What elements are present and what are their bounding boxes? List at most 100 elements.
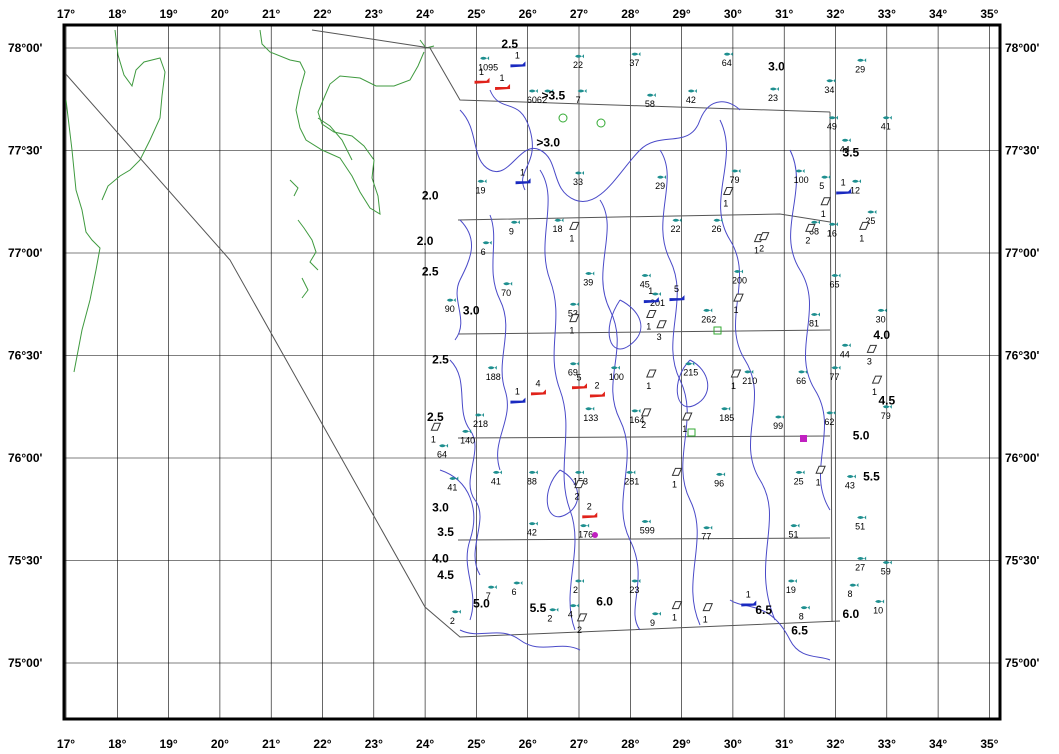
latitude-tick-label: 75°00' — [1005, 656, 1039, 670]
fish-icon — [723, 52, 733, 57]
fish-station: 69 — [568, 361, 579, 378]
station-count-label: 59 — [881, 567, 891, 577]
trawler-marker: 2 — [640, 408, 652, 430]
station-count-label: 210 — [742, 376, 757, 386]
fish-station: 210 — [742, 369, 757, 386]
vessel-count-label: 2 — [587, 501, 592, 511]
latitude-tick-label: 75°00' — [8, 656, 42, 670]
vessel-marker: 1 — [510, 387, 526, 404]
fish-station: 49 — [827, 115, 838, 132]
fish-station: 599 — [640, 519, 655, 536]
longitude-tick-label: 30° — [724, 737, 742, 751]
fish-station: 215 — [683, 361, 698, 378]
trawler-count-label: 1 — [703, 615, 708, 625]
isoline-value-label: 4.5 — [878, 394, 895, 408]
fish-icon — [810, 220, 820, 225]
station-count-label: 9 — [650, 618, 655, 628]
station-count-label: 606 — [527, 95, 542, 105]
fish-station: 6 — [511, 581, 523, 597]
fish-station: 77 — [830, 365, 841, 382]
fish-station: 29 — [855, 58, 867, 74]
station-count-label: 42 — [527, 528, 537, 538]
latitude-tick-label: 76°30' — [1005, 349, 1039, 363]
trawler-icon — [671, 467, 683, 476]
fish-station: 66 — [796, 369, 808, 386]
fish-station: 23 — [629, 579, 641, 595]
trawler-marker: 1 — [671, 467, 683, 489]
fish-icon — [449, 476, 459, 481]
fish-station: 26 — [712, 218, 723, 234]
vessel-count-label: 5 — [674, 284, 679, 294]
trawler-count-label: 1 — [872, 387, 877, 397]
longitude-tick-label: 19° — [160, 7, 178, 21]
fish-icon — [528, 89, 538, 94]
fish-icon — [487, 365, 497, 370]
fish-icon — [474, 412, 484, 417]
fish-icon — [841, 138, 851, 143]
fish-station: 606 — [527, 89, 542, 105]
station-count-label: 25 — [794, 476, 804, 486]
fish-icon — [787, 579, 797, 583]
trawler-icon — [723, 187, 734, 195]
fish-icon — [849, 583, 859, 588]
station-count-label: 218 — [473, 419, 488, 429]
trawler-icon — [758, 232, 770, 241]
longitude-ticks-top: 17° 18° 19° 20° 21° 22° 23° 24° 25° 26° 27° 28° 29° 3… — [57, 7, 999, 21]
fish-station: 37 — [629, 52, 641, 68]
station-count-label: 90 — [445, 304, 455, 314]
station-count-label: 51 — [788, 530, 798, 540]
station-count-label: 100 — [609, 372, 624, 382]
fish-icon — [510, 220, 520, 225]
longitude-tick-label: 21° — [262, 7, 280, 21]
fish-icon — [703, 525, 713, 530]
vessel-count-label: 1 — [515, 387, 520, 397]
fish-icon — [651, 611, 661, 616]
vessel-count-label: 1 — [520, 167, 525, 177]
trawler-count-label: 1 — [646, 381, 651, 391]
fish-station: 41 — [491, 470, 502, 486]
vessel-marker: 4 — [530, 378, 546, 396]
station-count-label: 77 — [830, 372, 840, 382]
trawler-marker: 1 — [858, 221, 870, 243]
fish-station: 7 — [576, 89, 587, 105]
vessel-count-label: 1 — [648, 286, 653, 296]
fish-station: 88 — [527, 470, 538, 486]
fish-station: 6 — [481, 240, 492, 257]
longitude-tick-label: 24° — [416, 7, 434, 21]
isoline-value-label: 6.0 — [596, 595, 613, 609]
fish-station: 100 — [794, 169, 809, 185]
trawler-marker: 1 — [702, 603, 714, 625]
station-count-label: 39 — [583, 278, 593, 288]
vessel-marker: 5 — [669, 284, 685, 302]
station-count-label: 43 — [845, 480, 855, 490]
fish-icon — [528, 470, 538, 475]
fish-station: 100 — [609, 365, 624, 382]
trawler-count-label: 1 — [859, 233, 864, 243]
station-count-label: 58 — [645, 99, 655, 109]
trawler-icon — [815, 465, 826, 474]
station-count-label: 12 — [850, 185, 860, 195]
vessel-marker: 1 — [515, 167, 531, 185]
fish-station: 90 — [445, 298, 456, 314]
fish-icon — [882, 404, 892, 409]
isoline-value-label: 3.5 — [843, 146, 860, 160]
trawler-count-label: 1 — [431, 434, 436, 444]
station-count-label: 7 — [486, 591, 491, 601]
longitude-tick-label: 27° — [570, 7, 588, 21]
trawler-marker: 2 — [805, 223, 816, 245]
trawler-icon — [730, 369, 742, 378]
fish-station: 9 — [650, 611, 661, 628]
vessel-marker: 1 — [643, 286, 659, 304]
fish-icon — [439, 443, 449, 448]
station-count-label: 51 — [855, 521, 865, 531]
longitude-tick-label: 19° — [160, 737, 178, 751]
fish-icon — [544, 89, 554, 94]
station-count-label: 44 — [840, 144, 850, 154]
isoline-value-label: 3.0 — [463, 304, 480, 318]
fish-icon — [580, 523, 590, 528]
isoline-value-label: 2.5 — [427, 410, 444, 424]
fish-station: 62 — [824, 410, 836, 427]
longitude-tick-label: 21° — [262, 737, 280, 751]
fish-station: 2 — [542, 89, 554, 105]
isoline-value-label: 3.5 — [437, 525, 454, 539]
